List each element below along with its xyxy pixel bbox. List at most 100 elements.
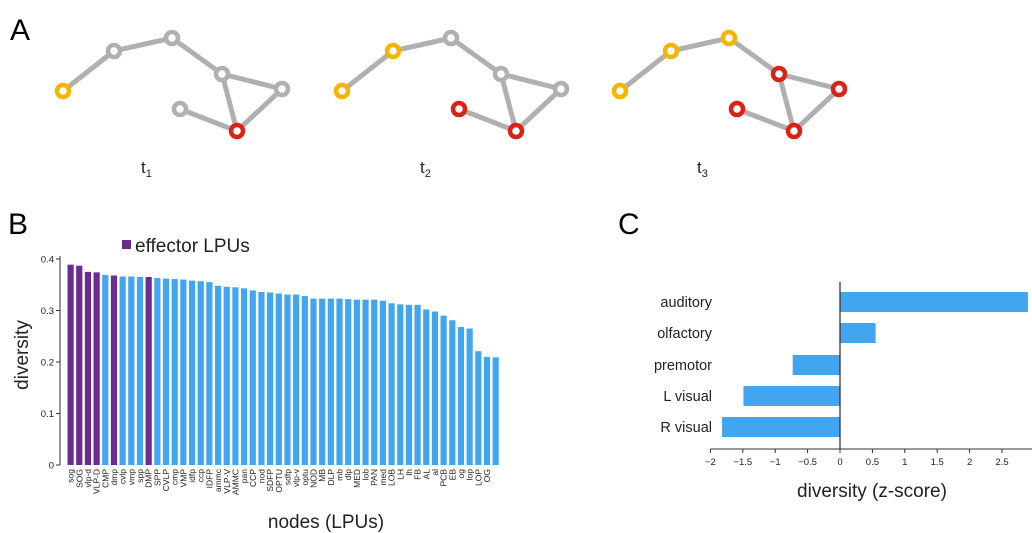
x-tick-label: 0 bbox=[837, 457, 842, 468]
network-node bbox=[770, 65, 788, 83]
bar bbox=[128, 276, 135, 465]
x-tick-label: VLP-D bbox=[92, 469, 102, 494]
x-tick-label: 2 bbox=[967, 457, 972, 468]
x-tick-label: 0.5 bbox=[866, 457, 879, 468]
x-tick-label: al bbox=[430, 469, 440, 476]
time-label-3-base: t bbox=[697, 158, 702, 177]
network-node bbox=[662, 42, 680, 60]
x-tick-label: VMP bbox=[178, 469, 188, 488]
bar-effector bbox=[93, 272, 100, 465]
bar bbox=[840, 292, 1028, 312]
network-edge bbox=[791, 86, 842, 134]
x-tick-label: nod bbox=[256, 469, 266, 483]
x-tick-label: CCP bbox=[248, 469, 258, 487]
panel-a-letter: A bbox=[10, 14, 30, 47]
legend-swatch bbox=[122, 240, 131, 249]
bar bbox=[206, 282, 213, 465]
bar bbox=[188, 280, 196, 465]
bar bbox=[840, 323, 876, 343]
bar bbox=[475, 351, 482, 465]
network-node bbox=[507, 122, 525, 140]
x-tick-label: DMP bbox=[144, 469, 154, 488]
panel-b-letter: B bbox=[8, 208, 28, 241]
time-label-2: t2 bbox=[420, 158, 431, 180]
bar bbox=[162, 278, 170, 465]
y-tick-label: 0.1 bbox=[41, 409, 54, 420]
x-tick-label: −2 bbox=[705, 457, 716, 468]
network-edge bbox=[339, 48, 396, 94]
bar-effector bbox=[110, 275, 118, 465]
x-tick-label: sdfp bbox=[282, 469, 292, 485]
bar bbox=[431, 311, 439, 465]
network-node bbox=[333, 82, 351, 100]
x-tick-label: lop bbox=[465, 469, 475, 481]
x-tick-label: vmp bbox=[126, 469, 136, 485]
x-tick-label: vlp-d bbox=[83, 469, 93, 488]
y-tick-label: 0.4 bbox=[41, 255, 54, 266]
x-tick-label: mb bbox=[335, 469, 345, 481]
bar bbox=[466, 328, 473, 465]
x-tick-label: 2.5 bbox=[995, 457, 1008, 468]
bar bbox=[449, 320, 456, 465]
axes: sogSOGvlp-dVLP-DCMPdmpcvlpvmpsppDMPSPPCV… bbox=[41, 255, 492, 495]
network-edge bbox=[177, 106, 240, 134]
network-edge bbox=[776, 71, 842, 92]
x-tick-label: AMMC bbox=[230, 469, 240, 495]
network-edge bbox=[456, 106, 519, 134]
network-node bbox=[213, 65, 231, 83]
axes: auditory olfactory premotor L visual R visua… bbox=[654, 282, 1032, 468]
x-tick-label: idfp bbox=[187, 469, 197, 483]
x-tick-label: LOP bbox=[473, 469, 483, 486]
bar-group bbox=[722, 292, 1028, 437]
network-node bbox=[228, 122, 246, 140]
network-edge bbox=[734, 106, 797, 134]
x-tick-label: 1 bbox=[902, 457, 907, 468]
x-tick-label: OPTU bbox=[274, 469, 284, 493]
bar bbox=[388, 303, 395, 465]
x-tick-label: AL bbox=[421, 469, 431, 480]
bar bbox=[249, 290, 256, 465]
network-edge bbox=[60, 48, 117, 94]
panel-c-letter: C bbox=[618, 208, 640, 241]
bar bbox=[423, 309, 430, 465]
x-tick-label: OG bbox=[482, 469, 492, 482]
x-tick-label: og bbox=[456, 469, 466, 479]
network-state-1 bbox=[54, 29, 291, 140]
network-node bbox=[785, 122, 803, 140]
network-edge bbox=[390, 35, 454, 54]
bar bbox=[792, 355, 840, 375]
network-edge bbox=[234, 86, 285, 134]
bar bbox=[154, 278, 161, 465]
network-node bbox=[830, 80, 848, 98]
x-tick-label: FB bbox=[413, 469, 423, 480]
bar bbox=[284, 294, 291, 465]
bar bbox=[440, 315, 447, 465]
x-tick-label: lob bbox=[361, 469, 371, 481]
network-node bbox=[442, 29, 460, 47]
legend-label: effector LPUs bbox=[135, 236, 250, 257]
bar bbox=[743, 386, 840, 406]
y-tick-label: 0.3 bbox=[41, 306, 54, 317]
network-edge bbox=[219, 71, 285, 92]
bar-effector bbox=[84, 271, 92, 465]
bar bbox=[327, 298, 334, 465]
x-tick-label: PAN bbox=[369, 469, 379, 486]
bar bbox=[136, 277, 144, 465]
network-node bbox=[492, 65, 510, 83]
network-node bbox=[163, 29, 181, 47]
panel-c-zscore-bar-chart: auditory olfactory premotor L visual R visua… bbox=[654, 282, 1032, 502]
x-tick-label: spp bbox=[135, 469, 145, 483]
network-node bbox=[105, 42, 123, 60]
bar-effector bbox=[76, 265, 83, 465]
network-edge bbox=[617, 48, 674, 94]
network-edge bbox=[111, 35, 175, 54]
x-tick-label: cvlp bbox=[118, 469, 128, 484]
bar-effector bbox=[145, 277, 152, 465]
bar bbox=[241, 288, 248, 465]
x-axis-label: diversity (z-score) bbox=[797, 481, 947, 502]
category-label: premotor bbox=[654, 358, 712, 374]
time-label-3: t3 bbox=[697, 158, 708, 180]
y-axis-label: diversity bbox=[12, 320, 33, 390]
bar bbox=[371, 299, 378, 465]
